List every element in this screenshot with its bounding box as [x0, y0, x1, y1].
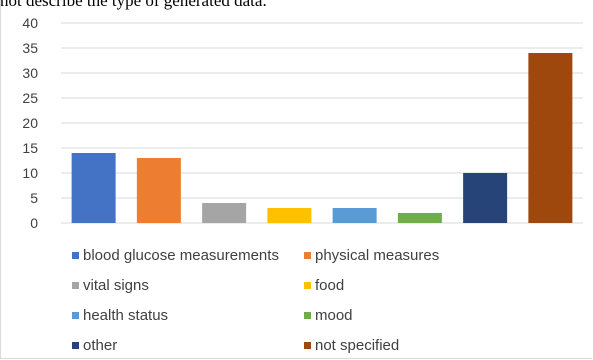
bar-vital-signs	[202, 203, 247, 223]
legend-swatch	[304, 251, 311, 259]
bar-mood	[397, 213, 442, 223]
legend-item: health status	[72, 304, 304, 326]
legend-swatch	[304, 311, 311, 319]
legend-item: food	[304, 274, 504, 296]
y-tick-label: 5	[30, 190, 38, 206]
legend-label: blood glucose measurements	[83, 246, 279, 264]
legend-item: not specified	[304, 334, 504, 356]
y-tick-label: 25	[22, 90, 38, 106]
y-tick-label: 40	[22, 15, 38, 31]
legend-swatch	[304, 341, 311, 349]
legend-label: food	[315, 276, 345, 294]
bar-food	[267, 208, 312, 223]
legend-item: other	[72, 334, 304, 356]
legend-label: vital signs	[83, 276, 149, 294]
bar-not-specified	[528, 53, 573, 223]
legend-swatch	[304, 281, 311, 289]
y-tick-label: 35	[22, 40, 38, 56]
chart-legend: blood glucose measurements physical measu…	[72, 244, 504, 356]
bar-other	[463, 173, 508, 223]
legend-label: not specified	[315, 336, 400, 354]
legend-swatch	[72, 341, 79, 349]
caption-text: not describe the type of generated data.	[0, 0, 267, 10]
legend-item: physical measures	[304, 244, 504, 266]
legend-label: mood	[315, 306, 353, 324]
legend-label: physical measures	[315, 246, 440, 264]
y-tick-label: 0	[30, 215, 38, 231]
legend-swatch	[72, 281, 79, 289]
legend-label: health status	[83, 306, 169, 324]
y-tick-label: 15	[22, 140, 38, 156]
bar-blood-glucose-measurements	[71, 153, 116, 223]
legend-item: vital signs	[72, 274, 304, 296]
bar-physical-measures	[136, 158, 181, 223]
legend-swatch	[72, 311, 79, 319]
legend-item: mood	[304, 304, 504, 326]
y-tick-label: 30	[22, 65, 38, 81]
legend-label: other	[83, 336, 118, 354]
legend-item: blood glucose measurements	[72, 244, 304, 266]
y-tick-label: 20	[22, 115, 38, 131]
y-tick-label: 10	[22, 165, 38, 181]
bar-health-status	[332, 208, 377, 223]
legend-swatch	[72, 251, 79, 259]
